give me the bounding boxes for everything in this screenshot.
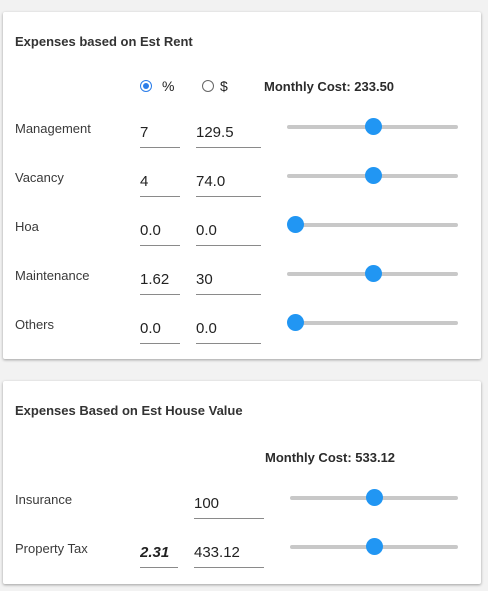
expense-row-insurance: Insurance xyxy=(3,483,481,523)
row-label: Others xyxy=(15,317,55,332)
house-value-expenses-card: Expenses Based on Est House Value Monthl… xyxy=(3,381,481,584)
house-monthly-cost: Monthly Cost: 533.12 xyxy=(265,450,396,465)
percent-field[interactable] xyxy=(140,259,180,295)
percent-field[interactable] xyxy=(140,308,180,344)
dollar-field[interactable] xyxy=(194,483,264,519)
dollar-field[interactable] xyxy=(196,161,261,197)
hoa-percent-input[interactable] xyxy=(140,210,180,244)
expense-row-vacancy: Vacancy xyxy=(3,161,481,201)
hoa-dollar-input[interactable] xyxy=(196,210,261,244)
vacancy-dollar-input[interactable] xyxy=(196,161,261,195)
others-dollar-input[interactable] xyxy=(196,308,261,342)
row-label: Hoa xyxy=(15,219,39,234)
maintenance-percent-input[interactable] xyxy=(140,259,180,293)
others-percent-input[interactable] xyxy=(140,308,180,342)
dollar-radio-label[interactable]: $ xyxy=(220,78,228,94)
property-tax-dollar-input[interactable] xyxy=(194,532,264,566)
slider-thumb[interactable] xyxy=(364,265,382,282)
insurance-slider[interactable] xyxy=(290,489,458,506)
expense-row-maintenance: Maintenance xyxy=(3,259,481,299)
vacancy-slider[interactable] xyxy=(287,167,458,184)
slider-thumb[interactable] xyxy=(366,489,383,506)
management-percent-input[interactable] xyxy=(140,112,180,146)
percent-radio-label[interactable]: % xyxy=(162,78,175,94)
maintenance-dollar-input[interactable] xyxy=(196,259,261,293)
insurance-dollar-input[interactable] xyxy=(194,483,264,517)
percent-field[interactable] xyxy=(140,161,180,197)
dollar-field[interactable] xyxy=(196,112,261,148)
percent-field[interactable] xyxy=(140,210,180,246)
row-label: Property Tax xyxy=(15,541,88,556)
expense-row-management: Management xyxy=(3,112,481,152)
row-label: Insurance xyxy=(15,492,73,507)
slider-thumb[interactable] xyxy=(364,167,382,184)
dollar-field[interactable] xyxy=(196,308,261,344)
row-label: Management xyxy=(15,121,91,136)
slider-thumb[interactable] xyxy=(364,118,382,135)
expense-row-hoa: Hoa xyxy=(3,210,481,250)
hoa-slider[interactable] xyxy=(287,216,458,233)
percent-field[interactable] xyxy=(140,112,180,148)
card-title: Expenses based on Est Rent xyxy=(15,34,193,49)
maintenance-slider[interactable] xyxy=(287,265,458,282)
row-label: Vacancy xyxy=(15,170,64,185)
dollar-field[interactable] xyxy=(196,259,261,295)
card-title: Expenses Based on Est House Value xyxy=(15,403,243,418)
vacancy-percent-input[interactable] xyxy=(140,161,180,195)
dollar-field[interactable] xyxy=(196,210,261,246)
management-dollar-input[interactable] xyxy=(196,112,261,146)
rent-expenses-card: Expenses based on Est Rent % $ Monthly C… xyxy=(3,12,481,359)
management-slider[interactable] xyxy=(287,118,458,135)
dollar-field[interactable] xyxy=(194,532,264,568)
slider-thumb[interactable] xyxy=(287,314,304,331)
dollar-radio[interactable] xyxy=(202,80,214,92)
percent-field[interactable] xyxy=(140,532,178,568)
others-slider[interactable] xyxy=(287,314,458,331)
row-label: Maintenance xyxy=(15,268,90,283)
slider-thumb[interactable] xyxy=(287,216,304,233)
expense-row-property-tax: Property Tax xyxy=(3,532,481,572)
percent-radio[interactable] xyxy=(140,80,152,92)
slider-thumb[interactable] xyxy=(366,538,383,555)
rent-monthly-cost: Monthly Cost: 233.50 xyxy=(264,79,395,94)
expense-row-others: Others xyxy=(3,308,481,348)
property-tax-slider[interactable] xyxy=(290,538,458,555)
property-tax-percent-input[interactable] xyxy=(140,532,178,566)
